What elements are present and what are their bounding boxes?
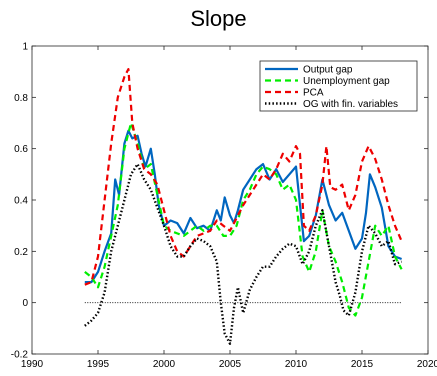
legend-label-pca: PCA xyxy=(303,88,324,99)
x-tick-label: 2010 xyxy=(285,359,308,370)
y-tick-label: 0.2 xyxy=(14,247,28,258)
legend-label-unemployment-gap: Unemployment gap xyxy=(303,76,390,87)
y-tick-label: -0.2 xyxy=(11,350,29,361)
x-tick-label: 2005 xyxy=(219,359,242,370)
y-tick-label: 0 xyxy=(22,298,28,309)
x-tick-label: 1990 xyxy=(21,359,44,370)
series-line-og-with-fin-variables xyxy=(84,162,403,345)
y-tick-label: 0.6 xyxy=(14,144,28,155)
series-line-unemployment-gap xyxy=(84,121,403,317)
y-tick-label: 0.8 xyxy=(14,93,28,104)
y-tick-label: 1 xyxy=(22,42,28,53)
y-tick-label: 0.4 xyxy=(14,196,28,207)
series-line-pca xyxy=(84,67,403,286)
x-tick-label: 2015 xyxy=(351,359,374,370)
chart-title: Slope xyxy=(190,6,247,31)
x-tick-label: 2020 xyxy=(417,359,437,370)
x-tick-label: 1995 xyxy=(87,359,110,370)
legend-label-output-gap: Output gap xyxy=(303,65,353,76)
x-tick-label: 2000 xyxy=(153,359,176,370)
legend-label-og-with-fin-variables: OG with fin. variables xyxy=(303,99,398,110)
